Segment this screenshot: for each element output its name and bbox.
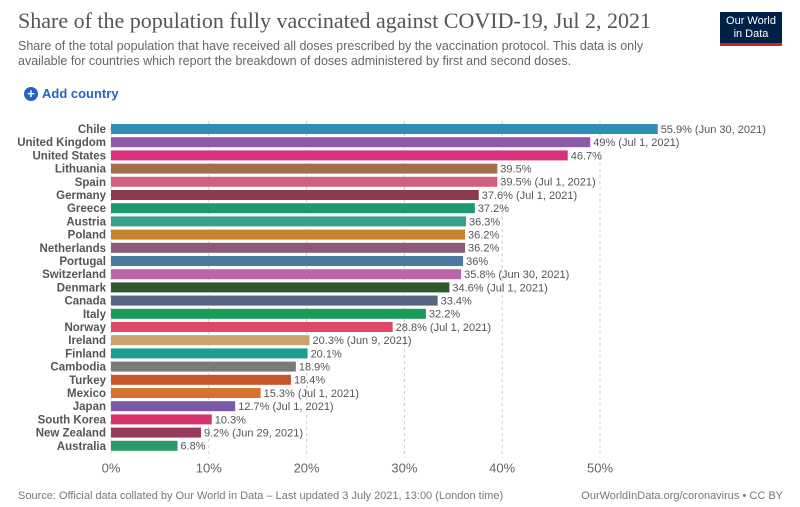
value-label: 55.9% (Jun 30, 2021) (661, 124, 766, 136)
bar (111, 163, 498, 174)
bar (111, 295, 438, 306)
value-label: 10.3% (215, 414, 246, 426)
category-label: Portugal (59, 256, 106, 268)
category-label: Mexico (67, 388, 106, 400)
bar (111, 374, 291, 385)
bar (111, 361, 296, 372)
category-label: Norway (64, 322, 106, 334)
bar (111, 190, 479, 200)
value-label: 28.8% (Jul 1, 2021) (396, 322, 491, 334)
bar (111, 242, 466, 253)
bar (111, 256, 464, 266)
value-label: 34.6% (Jul 1, 2021) (452, 282, 547, 294)
category-label: United States (33, 150, 107, 162)
value-label: 39.5% (500, 164, 531, 176)
bar (111, 269, 462, 280)
value-label: 15.3% (Jul 1, 2021) (264, 388, 359, 400)
category-label: Poland (68, 230, 106, 242)
category-label: Greece (67, 203, 106, 215)
category-label: Cambodia (50, 362, 106, 374)
value-label: 36.2% (468, 243, 499, 255)
x-tick-label: 50% (587, 460, 613, 475)
value-label: 49% (Jul 1, 2021) (593, 137, 679, 149)
bar (111, 203, 475, 214)
value-label: 37.2% (478, 203, 509, 215)
value-label: 12.7% (Jul 1, 2021) (238, 401, 333, 413)
category-label: Ireland (68, 335, 106, 347)
logo-line: Our World (726, 15, 776, 27)
bar (111, 308, 426, 319)
category-label: Germany (56, 190, 106, 202)
value-label: 33.4% (441, 296, 472, 308)
source: Source: Official data collated by Our Wo… (18, 490, 503, 502)
bar (111, 282, 450, 293)
bar (111, 348, 308, 359)
category-label: Denmark (57, 282, 107, 294)
value-label: 36% (466, 256, 488, 268)
bar (111, 137, 591, 148)
category-label: Spain (75, 177, 106, 189)
bar (111, 216, 467, 227)
value-label: 20.1% (311, 348, 342, 360)
x-tick-label: 10% (196, 460, 222, 475)
category-label: Switzerland (42, 269, 106, 281)
category-label: South Korea (38, 414, 107, 426)
value-label: 18.9% (299, 362, 330, 374)
bar (111, 150, 568, 161)
bar (111, 401, 236, 412)
category-label: New Zealand (36, 428, 106, 440)
title: Share of the population fully vaccinated… (18, 8, 651, 33)
bar (111, 335, 310, 346)
category-label: Italy (83, 309, 107, 321)
value-label: 39.5% (Jul 1, 2021) (500, 177, 595, 189)
bar (111, 427, 201, 438)
value-label: 9.2% (Jun 29, 2021) (204, 428, 303, 440)
value-label: 46.7% (571, 150, 602, 162)
category-label: Finland (65, 348, 106, 360)
bar (111, 322, 393, 332)
logo-line: in Data (733, 28, 769, 40)
x-tick-label: 40% (489, 460, 515, 475)
category-label: Lithuania (55, 164, 107, 176)
button-label: Add country (42, 86, 119, 101)
bar (111, 124, 658, 134)
category-label: Austria (66, 216, 106, 228)
category-label: Netherlands (40, 243, 106, 255)
category-label: Australia (57, 441, 107, 453)
value-label: 20.3% (Jun 9, 2021) (313, 335, 412, 347)
category-label: Canada (64, 296, 106, 308)
value-label: 6.8% (181, 441, 206, 453)
value-label: 36.3% (469, 216, 500, 228)
x-tick-label: 20% (294, 460, 320, 475)
category-label: United Kingdom (17, 137, 106, 149)
add-country-button[interactable]: + Add country (24, 86, 119, 101)
subtitle: Share of the total population that have … (18, 39, 644, 68)
bar (111, 440, 178, 451)
bar (111, 176, 498, 187)
category-label: Turkey (69, 375, 106, 387)
value-label: 35.8% (Jun 30, 2021) (464, 269, 569, 281)
value-label: 32.2% (429, 309, 460, 321)
value-label: 37.6% (Jul 1, 2021) (482, 190, 577, 202)
x-tick-label: 30% (391, 460, 417, 475)
plus-icon: + (24, 87, 38, 101)
bar (111, 229, 466, 240)
x-tick-label: 0% (102, 460, 121, 475)
value-label: 18.4% (294, 375, 325, 387)
bar (111, 414, 212, 425)
value-label: 36.2% (468, 230, 499, 242)
logo: Our World in Data (720, 12, 782, 46)
category-label: Japan (73, 401, 106, 413)
category-label: Chile (78, 124, 106, 136)
credit: OurWorldInData.org/coronavirus • CC BY (581, 490, 783, 502)
bar (111, 388, 261, 398)
